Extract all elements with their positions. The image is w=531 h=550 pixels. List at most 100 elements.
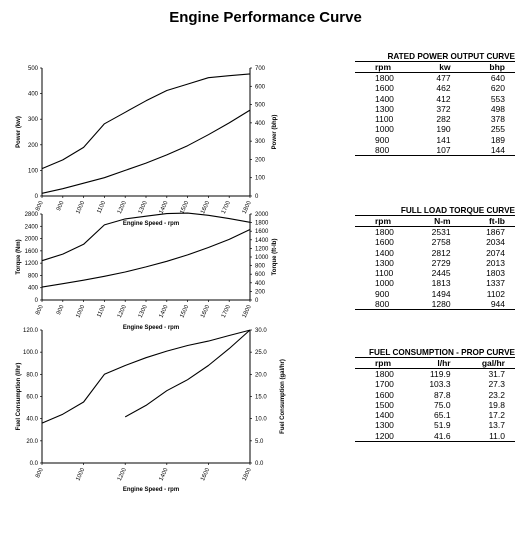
table-title: FULL LOAD TORQUE CURVE: [400, 206, 515, 215]
y-left-tick-label: 80.0: [26, 372, 38, 378]
x-tick-label: 1300: [138, 304, 149, 319]
table-cell: 1500: [375, 399, 394, 410]
table-cell: 800: [375, 299, 390, 310]
table-cell: 372: [436, 103, 451, 114]
table-row: 1400 412 553: [355, 94, 515, 104]
y-right-tick-label: 1600: [255, 229, 269, 235]
y-left-tick-label: 200: [28, 143, 39, 149]
table-header: rpm: [375, 62, 392, 72]
x-tick-label: 1600: [200, 200, 211, 215]
y-right-axis-title: Torque (ft-lb): [272, 239, 278, 276]
table-row: 1300 2729 2013: [355, 258, 515, 268]
table-cell: 1200: [375, 430, 394, 441]
table-row: 1300 372 498: [355, 104, 515, 114]
y-left-tick-label: 100.0: [23, 350, 39, 356]
table-cell: 1800: [375, 73, 394, 83]
x-tick-label: 1000: [75, 467, 86, 482]
table-header: kw: [439, 62, 451, 72]
y-right-tick-label: 0: [255, 298, 259, 304]
x-axis-title: Engine Speed - rpm: [123, 325, 179, 331]
y-right-tick-label: 700: [255, 66, 266, 72]
table-cell: 2729: [431, 257, 451, 268]
table-row: 1800 119.9 31.7: [355, 369, 515, 380]
table-header: ft-lb: [488, 216, 505, 226]
table-cell: 2074: [486, 247, 505, 258]
power-chart-svg: 800 900 1000 1100 1200 1300 1400 1500 1600 1700 18…: [16, 66, 278, 227]
table-cell: 141: [436, 134, 451, 145]
x-tick-label: 800: [35, 304, 45, 316]
y-right-tick-label: 200: [255, 157, 266, 163]
x-axis-title: Engine Speed - rpm: [123, 221, 179, 227]
y-left-tick-label: 0: [35, 298, 39, 304]
y-left-tick-label: 0: [35, 194, 39, 200]
table-header: gal/hr: [481, 358, 505, 368]
table-row: 1300 51.9 13.7: [355, 420, 515, 430]
fuel-chart: 800 1000 1200 1400 1600 1800 0.0 20.0 40.0 60.0 80…: [0, 325, 300, 500]
x-tick-label: 800: [35, 467, 45, 479]
table-row: 1100 2445 1803: [355, 268, 515, 278]
y-left-axis-title: Fuel Consumption (l/hr): [16, 363, 22, 431]
table-cell: 1000: [375, 124, 394, 135]
table-cell: 1280: [431, 299, 451, 310]
table-cell: 107: [436, 145, 451, 156]
series-line-1: [41, 229, 251, 288]
fuel-consumption-table: FUEL CONSUMPTION - PROP CURVE rpm l/hr g…: [355, 348, 515, 442]
x-tick-label: 800: [35, 200, 45, 212]
x-tick-label: 1500: [179, 200, 190, 215]
x-tick-label: 1800: [242, 304, 253, 319]
y-right-tick-label: 1200: [255, 246, 269, 252]
y-left-tick-label: 800: [28, 273, 39, 279]
y-left-tick-label: 2400: [25, 224, 39, 230]
table-cell: 31.7: [488, 369, 505, 379]
y-right-tick-label: 400: [255, 281, 266, 287]
table-cell: 1600: [375, 389, 394, 400]
table-cell: 1494: [431, 288, 451, 299]
x-tick-label: 1800: [242, 200, 253, 215]
y-right-tick-label: 15.0: [255, 395, 267, 401]
table-cell: 2013: [486, 257, 505, 268]
table-cell: 75.0: [434, 399, 451, 410]
table-cell: 119.9: [429, 369, 451, 379]
y-left-tick-label: 20.0: [26, 439, 38, 445]
y-left-tick-label: 60.0: [26, 395, 38, 401]
table-row: 1000 1813 1337: [355, 278, 515, 288]
torque-table: FULL LOAD TORQUE CURVE rpm N-m ft-lb 180…: [355, 206, 515, 310]
table-cell: 13.7: [488, 420, 505, 431]
table-cell: 900: [375, 134, 390, 145]
x-tick-label: 1400: [159, 467, 170, 482]
table-cell: 19.8: [488, 399, 505, 410]
y-right-tick-label: 1800: [255, 221, 269, 227]
x-axis-title: Engine Speed - rpm: [123, 487, 179, 493]
table-cell: 1800: [375, 369, 394, 379]
table-cell: 190: [436, 124, 451, 135]
table-header: rpm: [375, 358, 392, 368]
series-line-0: [41, 73, 251, 170]
x-tick-label: 1300: [138, 200, 149, 215]
table-row: 900 1494 1102: [355, 289, 515, 299]
table-cell: 553: [490, 93, 505, 104]
table-header: rpm: [375, 216, 392, 226]
y-left-tick-label: 300: [28, 117, 39, 123]
x-tick-label: 1800: [242, 467, 253, 482]
table-cell: 11.0: [489, 430, 505, 441]
y-right-tick-label: 0.0: [255, 461, 264, 467]
x-tick-label: 900: [56, 200, 66, 212]
table-row: 800 1280 944: [355, 299, 515, 310]
y-left-tick-label: 1600: [25, 249, 39, 255]
power-output-table: RATED POWER OUTPUT CURVE rpm kw bhp 1800…: [355, 52, 515, 156]
table-cell: 1102: [486, 288, 505, 299]
y-left-tick-label: 400: [28, 92, 39, 98]
y-right-tick-label: 0: [255, 194, 259, 200]
table-row: 1800 477 640: [355, 73, 515, 84]
y-right-tick-label: 25.0: [255, 350, 267, 356]
x-tick-label: 1200: [117, 467, 128, 482]
x-tick-label: 1100: [96, 304, 107, 319]
y-left-tick-label: 2800: [25, 212, 39, 218]
y-right-axis-title: Power (bhp): [272, 115, 278, 150]
series-line-1: [41, 109, 251, 194]
y-right-tick-label: 400: [255, 121, 266, 127]
y-left-axis-title: Torque (Nm): [16, 239, 22, 274]
table-cell: 41.6: [434, 430, 451, 441]
x-tick-label: 1700: [221, 200, 232, 215]
y-right-tick-label: 5.0: [255, 439, 264, 445]
